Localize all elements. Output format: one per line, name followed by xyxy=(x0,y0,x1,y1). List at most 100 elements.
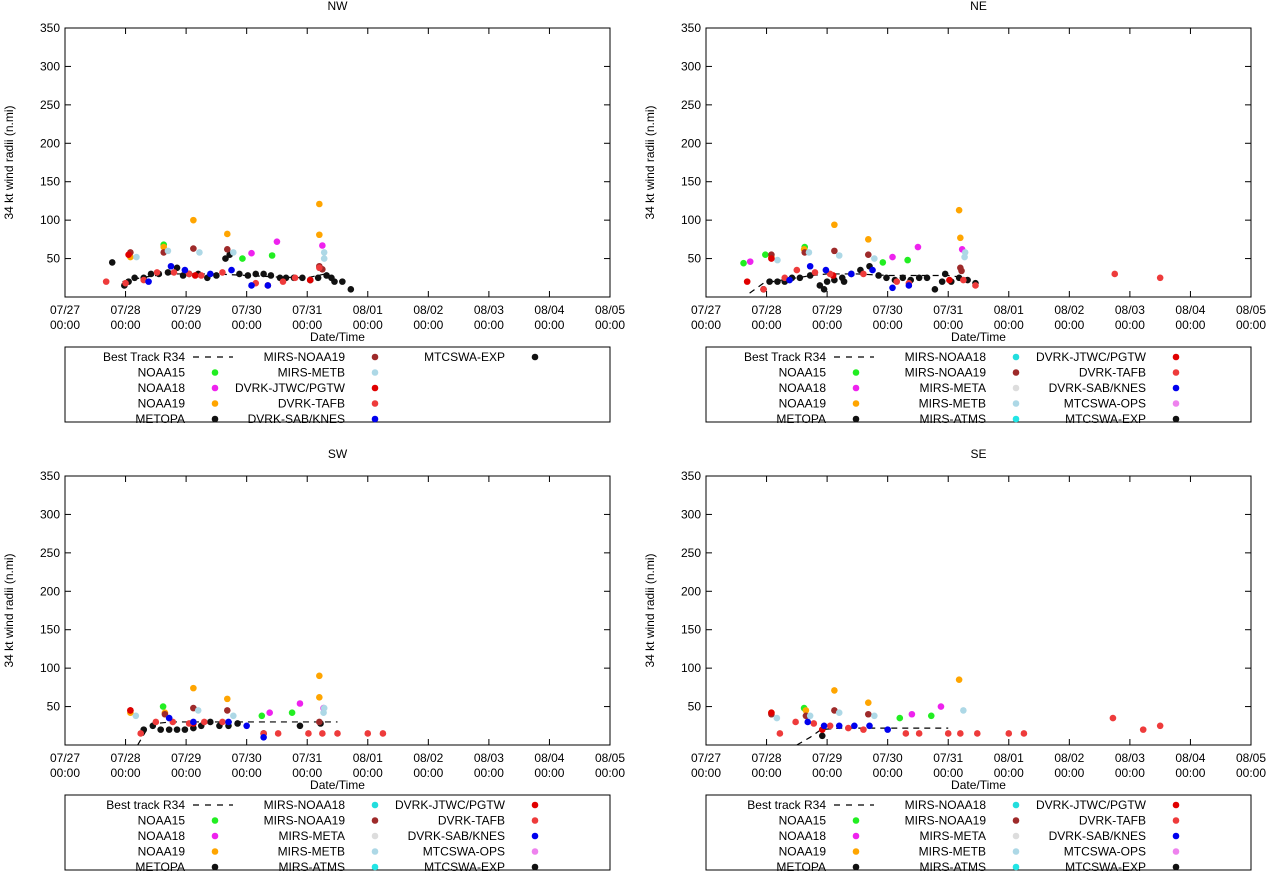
legend-marker-noaa19 xyxy=(852,400,860,407)
x-tick-label-time: 00:00 xyxy=(691,318,721,332)
legend-label-best-track-r34: Best track R34 xyxy=(747,798,826,812)
point-dvrk-tafb xyxy=(793,266,801,274)
legend-label-mirs-noaa18: MIRS-NOAA18 xyxy=(264,798,346,812)
x-tick-label-time: 00:00 xyxy=(353,766,383,780)
point-dvrk-jtwc-pgtw xyxy=(768,709,775,717)
legend-marker-mirs-noaa18 xyxy=(371,801,379,809)
legend-label-mirs-metb: MIRS-METB xyxy=(919,397,986,411)
point-noaa19 xyxy=(316,231,323,239)
point-dvrk-tafb xyxy=(291,274,299,282)
y-tick-label: 150 xyxy=(681,623,701,637)
point-mirs-metb xyxy=(960,707,967,714)
legend-label-mtcswa-ops: MTCSWA-OPS xyxy=(1064,845,1146,859)
legend-label-mtcswa-exp: MTCSWA-EXP xyxy=(1065,412,1146,426)
legend-label-noaa15: NOAA15 xyxy=(138,366,186,380)
y-tick-label: 100 xyxy=(40,213,60,227)
legend-marker-dvrk-tafb xyxy=(371,400,379,407)
x-tick-label-date: 08/03 xyxy=(474,303,504,317)
legend-label-mirs-noaa19: MIRS-NOAA19 xyxy=(264,814,346,828)
point-metopa xyxy=(296,722,304,730)
point-dvrk-tafb xyxy=(893,278,901,285)
legend-label-noaa15: NOAA15 xyxy=(138,814,186,828)
point-metopa xyxy=(339,278,346,285)
x-tick-label-date: 07/28 xyxy=(111,303,141,317)
y-tick-label: 250 xyxy=(681,546,701,560)
point-dvrk-sab-knes xyxy=(804,718,812,726)
y-tick-label: 150 xyxy=(40,623,60,637)
point-noaa15 xyxy=(896,714,904,722)
point-mirs-metb xyxy=(961,253,968,261)
x-tick-label-date: 07/28 xyxy=(752,751,782,765)
point-noaa18 xyxy=(937,703,945,710)
x-axis-label: Date/Time xyxy=(951,330,1006,344)
x-tick-label-time: 00:00 xyxy=(111,766,141,780)
x-tick-label-time: 00:00 xyxy=(1054,318,1084,332)
y-tick-label: 50 xyxy=(47,252,61,266)
point-mirs-metb xyxy=(320,249,328,256)
point-metopa xyxy=(236,270,243,278)
legend-marker-mirs-metb xyxy=(1012,400,1020,407)
plot-frame xyxy=(64,27,611,298)
legend-frame xyxy=(705,794,1252,871)
point-dvrk-tafb xyxy=(1139,726,1147,733)
point-metopa xyxy=(314,274,322,282)
point-mirs-metb xyxy=(230,712,237,720)
point-noaa18 xyxy=(248,249,255,257)
legend-marker-mirs-atms xyxy=(1012,863,1020,871)
legend-label-mirs-atms: MIRS-ATMS xyxy=(279,860,345,871)
y-tick-label: 200 xyxy=(40,584,60,598)
y-tick-label: 350 xyxy=(40,21,60,35)
y-tick-label: 250 xyxy=(40,546,60,560)
point-mirs-noaa19 xyxy=(161,710,169,718)
point-dvrk-jtwc-pgtw xyxy=(127,707,134,714)
point-dvrk-tafb xyxy=(860,270,867,278)
chart-panel-se: SE5010015020025030035007/2700:0007/2800:… xyxy=(643,447,1266,871)
x-tick-label-time: 00:00 xyxy=(111,318,141,332)
plot-frame xyxy=(705,475,1252,746)
x-tick-label-time: 00:00 xyxy=(691,766,721,780)
y-tick-label: 50 xyxy=(688,700,702,714)
point-dvrk-tafb xyxy=(102,278,110,285)
data-layer xyxy=(127,672,387,745)
point-metopa xyxy=(774,278,781,285)
point-noaa19 xyxy=(223,695,231,703)
legend-label-mtcswa-ops: MTCSWA-OPS xyxy=(1064,397,1146,411)
legend-label-dvrk-jtwc-pgtw: DVRK-JTWC/PGTW xyxy=(395,798,506,812)
point-mirs-metb xyxy=(194,707,202,714)
legend-label-dvrk-jtwc-pgtw: DVRK-JTWC/PGTW xyxy=(1036,798,1147,812)
point-dvrk-tafb xyxy=(170,269,178,276)
point-noaa19 xyxy=(316,200,323,208)
legend-label-mirs-metb: MIRS-METB xyxy=(919,845,986,859)
legend-marker-mirs-noaa19 xyxy=(371,817,379,824)
chart-panel-nw: NW5010015020025030035007/2700:0007/2800:… xyxy=(2,0,625,426)
x-tick-label-time: 00:00 xyxy=(413,318,443,332)
y-tick-label: 350 xyxy=(681,21,701,35)
legend-marker-noaa15 xyxy=(211,817,219,824)
point-dvrk-sab-knes xyxy=(884,726,891,733)
legend-label-mtcswa-exp: MTCSWA-EXP xyxy=(1065,860,1146,871)
point-dvrk-tafb xyxy=(1005,730,1013,737)
point-dvrk-tafb xyxy=(826,722,834,730)
point-noaa19 xyxy=(223,230,231,238)
point-mirs-metb xyxy=(132,712,140,720)
legend-label-mirs-meta: MIRS-META xyxy=(279,829,345,843)
point-dvrk-tafb xyxy=(219,718,226,726)
x-tick-label-date: 07/29 xyxy=(171,751,201,765)
y-tick-label: 250 xyxy=(40,98,60,112)
x-tick-label-date: 07/30 xyxy=(873,751,903,765)
x-tick-label-date: 07/29 xyxy=(812,303,842,317)
legend-label-noaa19: NOAA19 xyxy=(779,397,827,411)
point-dvrk-sab-knes xyxy=(248,282,255,289)
point-dvrk-tafb xyxy=(364,730,372,737)
legend-marker-dvrk-sab-knes xyxy=(1172,832,1180,840)
point-metopa xyxy=(131,274,138,282)
legend-marker-dvrk-tafb xyxy=(1172,369,1180,376)
point-mirs-noaa19 xyxy=(223,707,231,714)
point-metopa xyxy=(190,724,197,732)
point-metopa xyxy=(244,272,252,279)
point-dvrk-sab-knes xyxy=(905,282,913,289)
x-axis-label: Date/Time xyxy=(310,778,365,792)
x-tick-label-time: 00:00 xyxy=(413,766,443,780)
